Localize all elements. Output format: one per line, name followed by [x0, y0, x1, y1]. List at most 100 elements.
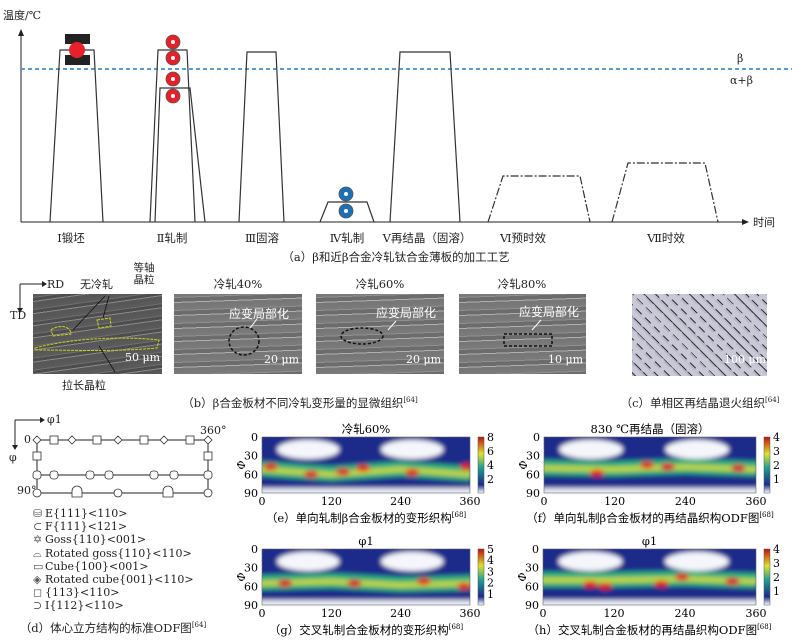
- caption-text: （h）交叉轧制合金板材的再结晶织构ODF图: [528, 623, 758, 637]
- x-tick-label: 0: [541, 495, 548, 508]
- chart-caption: （g）交叉轧制合金板材的变形织构[68]: [269, 623, 464, 637]
- low-intensity-region: [558, 551, 623, 571]
- caption-text: （f）单向轧制β合金板材的再结晶织构ODF图: [526, 511, 759, 525]
- hot-spot: [675, 573, 690, 581]
- hot-spot: [263, 463, 278, 471]
- strain-localization-label: 应变局部化: [229, 307, 290, 321]
- hot-rolls-icon: [165, 34, 181, 104]
- legend-label: E{111}<110>: [45, 507, 128, 520]
- y-tick-label: 60: [244, 580, 258, 593]
- phi1-axis-label: φ1: [47, 413, 62, 426]
- orientation-symbol-icon: ⊂: [33, 520, 43, 534]
- process-diagram: [18, 29, 792, 225]
- y-tick-label: 60: [526, 468, 540, 481]
- colorbar-tick: 6: [487, 445, 494, 458]
- scale-bar-label: 10 μm: [548, 353, 584, 366]
- x-tick-label: 360: [460, 495, 481, 508]
- micrograph-cold-rolling-40: 应变局部化 20 μm: [174, 294, 302, 374]
- colorbar: [477, 548, 485, 606]
- colorbar-tick: 5: [487, 543, 494, 556]
- y-tick-label: 60: [244, 468, 258, 481]
- micrograph-cold-rolling-80: 应变局部化 10 μm: [459, 294, 586, 374]
- hot-spot: [660, 463, 675, 471]
- legend-item: ✡ Goss{110}<001>: [33, 533, 194, 546]
- colorbar-tick: 3: [773, 445, 780, 458]
- texture-band-core: [262, 578, 470, 588]
- hot-spot: [640, 461, 655, 469]
- x-tick-label: 360: [746, 607, 767, 620]
- low-intensity-region: [543, 600, 756, 605]
- colorbar-tick: 2: [773, 459, 780, 472]
- caption-a: （a）β和近β合金冷轧钛合金薄板的加工工艺: [282, 250, 510, 264]
- x-tick-label: 0: [259, 495, 266, 508]
- y-tick-label: 30: [244, 450, 258, 463]
- y-tick-label: 90: [525, 599, 539, 612]
- legend-item: ◈ Rotated cube{001}<110>: [33, 573, 194, 586]
- plot-frame: [261, 548, 471, 606]
- y-tick-label: 0: [251, 431, 258, 444]
- legend-label: {113}<110>: [45, 586, 120, 600]
- x-tick-label: 120: [321, 495, 342, 508]
- micrograph-title: 无冷轧: [80, 278, 113, 291]
- hot-spot: [457, 582, 470, 590]
- y-tick-label: 0: [251, 543, 258, 556]
- legend-item: ⛁ E{111}<110>: [33, 507, 194, 520]
- beta-label: β: [737, 52, 744, 65]
- step-label: Ⅰ锻坯: [57, 231, 85, 245]
- caption-d-ref: [64]: [191, 621, 207, 629]
- step-label: Ⅲ固溶: [244, 231, 280, 245]
- step-label: Ⅵ预时效: [499, 231, 547, 245]
- chart-title: φ1: [358, 534, 373, 548]
- step-aging-curve: [611, 162, 719, 223]
- legend-label: Goss{110}<001>: [45, 533, 147, 547]
- x-tick-label: 240: [675, 607, 696, 620]
- step-label: Ⅶ时效: [647, 231, 685, 245]
- y-tick-label: 90: [244, 599, 258, 612]
- texture-band-core: [543, 576, 756, 584]
- caption-c-text: （c）单相区再结晶退火组织: [620, 395, 766, 410]
- x-tick-label: 240: [390, 495, 411, 508]
- x-tick-label: 0: [259, 607, 266, 620]
- x-tick-label: 360: [460, 607, 481, 620]
- orientation-legend: ⛁ E{111}<110> ⊂ F{111}<121> ✡ Goss{110}<001> ⌓…: [33, 507, 194, 613]
- colorbar-tick: 1: [773, 585, 780, 598]
- orientation-symbol-icon: ⊃: [33, 599, 43, 613]
- hot-spot: [583, 580, 598, 588]
- colorbar-tick: 3: [487, 565, 494, 578]
- scale-bar-label: 20 μm: [406, 353, 442, 366]
- low-intensity-region: [277, 439, 340, 459]
- colorbar-tick: 1: [487, 588, 494, 601]
- orientation-symbol-icon: ◈: [33, 573, 42, 587]
- x-tick-label: 120: [604, 607, 625, 620]
- scale-bar-label: 100 μm: [724, 353, 767, 366]
- low-intensity-region: [262, 600, 470, 605]
- rd-td-axes-icon: [17, 281, 47, 313]
- hot-spot: [460, 463, 470, 471]
- orientation-symbol-icon: ✡: [33, 533, 43, 547]
- scale-bar-label: 20 μm: [264, 353, 300, 366]
- plot-frame: [543, 436, 757, 494]
- y-tick-label: 90: [244, 487, 258, 500]
- x-tick-label: 120: [604, 495, 625, 508]
- hot-spot: [731, 464, 746, 472]
- x-tick-label: 240: [675, 495, 696, 508]
- legend-item: ⊃ I{112}<110>: [33, 599, 194, 612]
- y-axis-label: Φ: [235, 572, 248, 581]
- step-recrystallization-curve: [389, 51, 461, 223]
- equiaxed-grain-label: 等轴晶粒: [133, 262, 155, 286]
- low-intensity-region: [559, 439, 623, 459]
- chart-caption: （e）单向轧制β合金板材的变形织构[68]: [266, 511, 467, 525]
- hot-spot: [347, 579, 362, 587]
- forging-press-icon: [65, 34, 90, 65]
- micrograph-title: 冷轧60%: [355, 277, 405, 291]
- colorbar: [763, 548, 771, 606]
- tick-label: 360°: [200, 424, 227, 437]
- caption-d-text: （d）体心立方结构的标准ODF图: [19, 620, 192, 635]
- chart-title: φ1: [642, 534, 657, 548]
- hot-spot: [654, 580, 669, 588]
- standard-odf-diagram: [12, 417, 213, 498]
- y-axis-label: Φ: [516, 572, 529, 581]
- y-tick-label: 30: [525, 562, 539, 575]
